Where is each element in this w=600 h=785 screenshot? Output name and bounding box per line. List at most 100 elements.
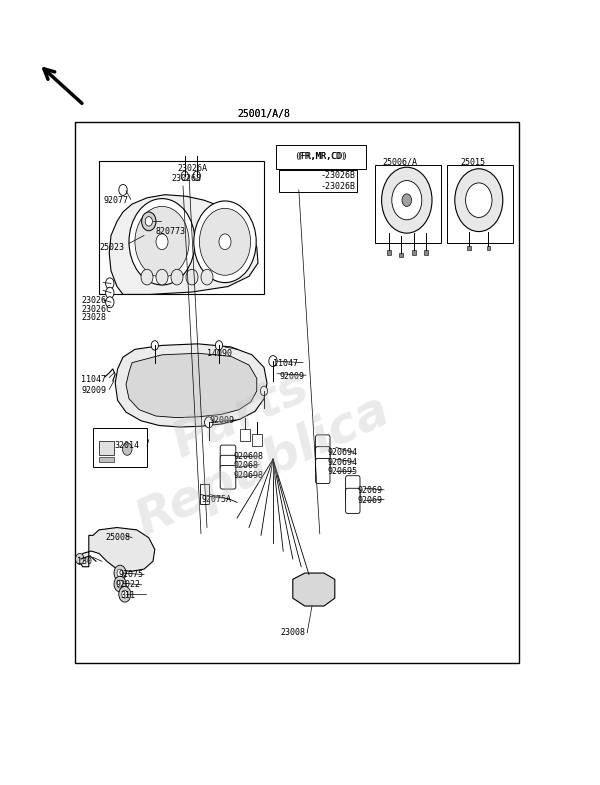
Circle shape [193,171,200,181]
Bar [276,145,366,169]
Circle shape [215,341,223,350]
Text: -23026B: -23026B [321,170,356,180]
Text: 25006/A: 25006/A [383,158,418,167]
Circle shape [455,169,503,232]
Bar [93,428,147,467]
Polygon shape [115,344,267,427]
Circle shape [392,181,422,220]
Circle shape [466,183,492,217]
Text: 11047: 11047 [81,375,106,385]
Circle shape [382,167,432,233]
FancyBboxPatch shape [316,447,330,472]
Text: 25023: 25023 [99,243,124,252]
Bar [447,165,513,243]
Bar [467,246,471,250]
Circle shape [269,356,277,367]
Text: 92075A: 92075A [201,495,231,504]
FancyBboxPatch shape [346,476,360,501]
Text: 23008: 23008 [281,628,306,637]
Bar [240,429,250,441]
Circle shape [141,269,153,285]
Text: 23028: 23028 [81,313,106,323]
Bar [279,170,357,192]
Circle shape [201,269,213,285]
Text: 92022: 92022 [116,580,141,590]
Circle shape [142,212,156,231]
Text: 92068: 92068 [234,461,259,470]
Bar [252,434,262,446]
Text: 311: 311 [120,590,135,600]
Text: 25001/A/8: 25001/A/8 [238,109,290,119]
Circle shape [76,553,84,564]
Text: 130: 130 [77,557,92,566]
Text: 25008: 25008 [105,533,130,542]
Text: 920608: 920608 [234,452,264,462]
Circle shape [402,194,412,206]
Bar [99,457,114,462]
Circle shape [135,206,189,277]
Bar [375,165,441,243]
Circle shape [205,417,213,428]
Circle shape [186,269,198,285]
Circle shape [122,443,132,455]
Circle shape [145,217,152,226]
Circle shape [156,234,168,250]
FancyBboxPatch shape [316,458,330,484]
Circle shape [260,386,268,396]
Circle shape [181,171,188,181]
Circle shape [119,184,127,195]
Text: (FR,MR,CD): (FR,MR,CD) [294,152,348,162]
Polygon shape [126,353,257,418]
Circle shape [199,208,251,276]
Text: 920698: 920698 [234,471,264,480]
Circle shape [194,201,256,283]
Circle shape [106,297,114,308]
Bar [99,161,264,294]
Text: 92009: 92009 [279,371,304,381]
Circle shape [122,590,128,598]
FancyBboxPatch shape [220,445,236,469]
Text: 25001/A/8: 25001/A/8 [238,109,290,119]
Text: 23026: 23026 [81,296,106,305]
Circle shape [156,269,168,285]
Text: 23026C: 23026C [81,305,111,314]
Bar [412,250,416,255]
Bar [399,253,403,257]
Polygon shape [109,195,258,294]
Text: 23026A: 23026A [177,164,207,173]
Text: 32014: 32014 [114,441,139,451]
Circle shape [114,565,126,581]
Circle shape [171,269,183,285]
Text: 820773: 820773 [156,227,186,236]
Bar [200,484,209,504]
Bar [99,441,114,455]
Circle shape [106,287,114,298]
Circle shape [219,234,231,250]
Bar [387,250,391,255]
Text: 920694: 920694 [327,458,357,467]
Circle shape [114,576,126,592]
Text: 92075: 92075 [118,570,143,579]
Circle shape [129,199,195,285]
Circle shape [106,278,114,289]
Text: 92009: 92009 [210,416,235,425]
Text: Parts
Republica: Parts Republica [106,334,398,545]
Polygon shape [79,528,155,571]
Text: 92069: 92069 [357,486,382,495]
Circle shape [119,586,131,602]
Text: 92009: 92009 [81,386,106,396]
Text: 920694: 920694 [327,448,357,458]
FancyBboxPatch shape [220,455,236,479]
FancyBboxPatch shape [316,435,330,460]
Text: 92069: 92069 [357,495,382,505]
Text: 92077: 92077 [103,195,128,205]
Bar [424,250,428,255]
Circle shape [117,569,123,577]
Bar [75,122,519,663]
Bar [487,246,490,250]
Text: (FR,MR,CD): (FR,MR,CD) [296,152,346,162]
Text: 920695: 920695 [327,467,357,476]
Text: 11047: 11047 [273,359,298,368]
Polygon shape [293,573,335,606]
Circle shape [151,341,158,350]
